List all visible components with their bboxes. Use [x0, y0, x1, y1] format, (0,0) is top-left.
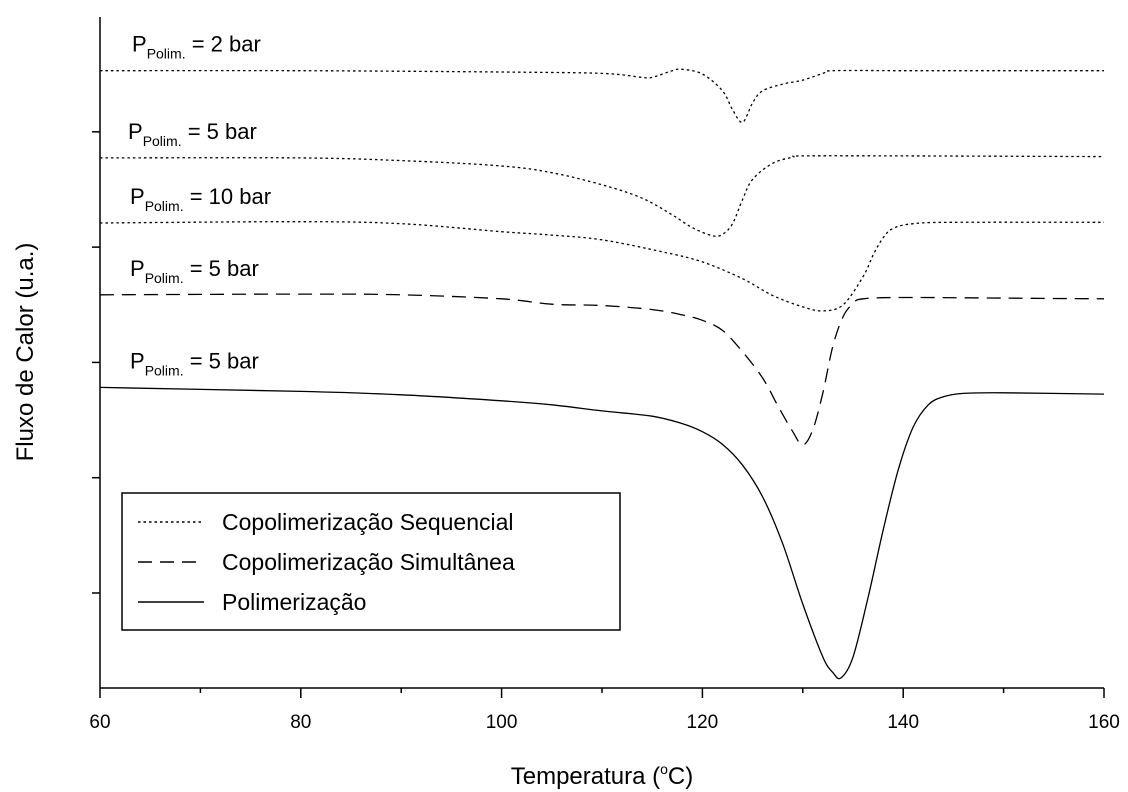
legend-label: Polimerização — [222, 589, 366, 615]
degree-superscript: o — [660, 761, 668, 777]
series-solid-line-5 — [99, 386, 1105, 680]
series-dotted-line-1 — [99, 68, 1104, 123]
legend-label: Copolimerização Sequencial — [222, 509, 514, 535]
curve-label: PPolim. = 2 bar — [132, 32, 261, 62]
curve-label: PPolim. = 5 bar — [130, 256, 259, 286]
curve-label: PPolim. = 10 bar — [130, 184, 271, 214]
x-axis-title: Temperatura (oC) — [511, 761, 694, 790]
plot-area: 60 80 100 120 140 160 PPolim. = 2 barPPolim. … — [89, 17, 1120, 733]
x-ticks — [99, 688, 1105, 698]
legend-box — [121, 492, 621, 631]
x-tick-label: 80 — [290, 712, 311, 733]
x-tick-label: 160 — [1088, 712, 1120, 733]
x-tick-label: 140 — [887, 712, 919, 733]
x-tick-label: 100 — [486, 712, 518, 733]
series-group — [99, 68, 1105, 680]
curve-labels: PPolim. = 2 bar PPolim. = 5 bar PPolim. = … — [128, 32, 271, 379]
x-tick-label: 60 — [89, 712, 110, 733]
y-axis-title: Fluxo de Calor (u.a.) — [12, 243, 39, 462]
x-tick-labels: 60 80 100 120 140 160 — [89, 712, 1119, 733]
legend: Copolimerização Sequencial Copolimerizaçã… — [121, 492, 621, 631]
series-dashed-line-4 — [99, 293, 1105, 446]
legend-items: Copolimerização Sequencial Copolimerizaçã… — [138, 509, 515, 615]
legend-label: Copolimerização Simultânea — [222, 549, 515, 575]
x-tick-label: 120 — [687, 712, 719, 733]
series-dotted-line-3 — [99, 221, 1105, 312]
curve-label: PPolim. = 5 bar — [128, 119, 257, 149]
curve-label: PPolim. = 5 bar — [130, 348, 259, 378]
y-ticks — [92, 131, 100, 594]
